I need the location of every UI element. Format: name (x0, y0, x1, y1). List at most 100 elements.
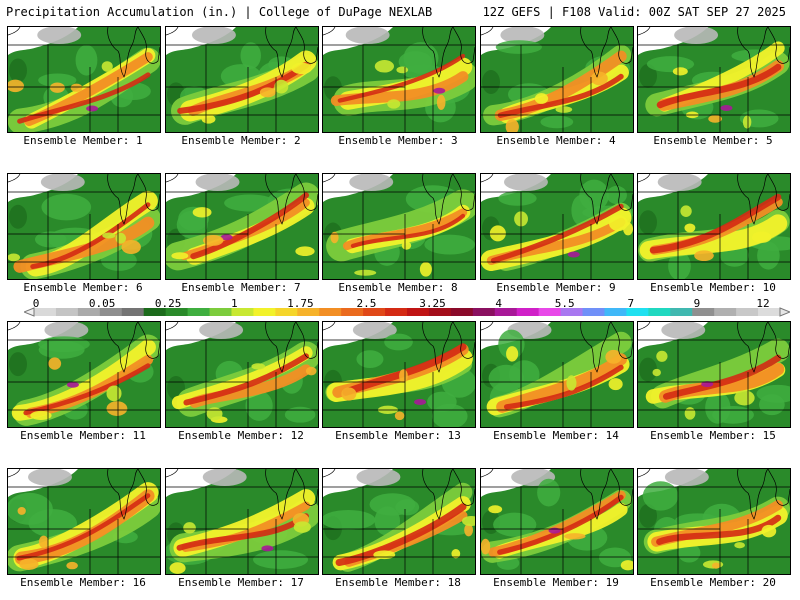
colorbar-min-arrow (24, 307, 35, 317)
coast-outline (638, 174, 651, 183)
state-borders (8, 339, 160, 427)
precip-core (261, 545, 274, 552)
state-borders (481, 339, 633, 427)
precip-band (177, 62, 310, 114)
coast-outline (166, 174, 179, 183)
ensemble-member-label: Ensemble Member: 19 (493, 576, 619, 589)
lake-michigan-outline (422, 27, 454, 78)
colorbar-swatch (648, 308, 671, 316)
colorbar-tick-label: 0.05 (88, 297, 116, 310)
colorbar-tick-label: 7 (627, 297, 635, 310)
colorbar-swatch (34, 308, 57, 316)
colorbar-swatch (538, 308, 562, 316)
precip-band (497, 494, 624, 555)
lake-huron-outline (452, 174, 475, 211)
coast-outline (8, 27, 21, 36)
lake-huron-outline (452, 469, 475, 506)
lake-huron-outline (610, 174, 633, 211)
colorbar-swatch (165, 308, 189, 316)
colorbar-swatch (297, 308, 320, 316)
coast-outline (638, 27, 651, 36)
page-title: Precipitation Accumulation (in.) | Colle… (6, 5, 433, 19)
precip-core (701, 381, 714, 388)
ensemble-map-panel (637, 468, 791, 575)
colorbar-tick-label: 2.5 (356, 297, 377, 310)
lake-huron-outline (137, 322, 160, 359)
colorbar-swatch (758, 308, 781, 316)
coast-outline (481, 27, 494, 36)
state-borders (638, 486, 790, 574)
ensemble-map-panel (480, 468, 634, 575)
ensemble-member-label: Ensemble Member: 12 (178, 429, 304, 442)
coast-outline (323, 174, 336, 183)
lake-michigan-outline (107, 174, 139, 225)
lake-huron-outline (767, 27, 790, 64)
precip-band (30, 202, 151, 269)
lake-huron-outline (610, 322, 633, 359)
colorbar-swatch (275, 308, 298, 316)
precip-band (656, 63, 782, 109)
precip-band (342, 208, 468, 251)
colorbar-swatch (736, 308, 759, 316)
precip-core (567, 251, 580, 258)
lake-michigan-outline (737, 322, 769, 373)
lake-huron-outline (767, 174, 790, 211)
colorbar-tick-label: 4 (495, 297, 502, 310)
ensemble-member-label: Ensemble Member: 13 (335, 429, 461, 442)
colorbar-swatch (472, 308, 496, 316)
colorbar-tick-label: 9 (693, 297, 701, 310)
colorbar-tick-label: 3.25 (419, 297, 446, 310)
lake-michigan-outline (422, 322, 454, 373)
ensemble-member-label: Ensemble Member: 4 (496, 134, 616, 147)
lake-michigan-outline (422, 469, 454, 520)
colorbar (24, 307, 790, 317)
state-borders (166, 486, 318, 574)
state-borders (638, 191, 790, 279)
ensemble-member-label: Ensemble Member: 7 (181, 281, 301, 294)
lake-huron-outline (295, 322, 318, 359)
lake-huron-outline (137, 27, 160, 64)
coast-outline (481, 469, 494, 478)
lake-michigan-outline (265, 174, 297, 225)
ensemble-map-panel (7, 321, 161, 428)
colorbar-swatch (494, 308, 518, 316)
lake-huron-outline (452, 322, 475, 359)
colorbar-swatch (385, 308, 408, 316)
colorbar-tick-label: 5.5 (554, 297, 575, 310)
colorbar-swatch (99, 308, 123, 316)
precip-core (220, 234, 233, 241)
colorbar-tick-label: 1.75 (287, 297, 314, 310)
lake-michigan-outline (580, 174, 612, 225)
lake-michigan-outline (580, 27, 612, 78)
coast-outline (481, 322, 494, 331)
coast-outline (638, 322, 651, 331)
coast-outline (166, 27, 179, 36)
coast-outline (323, 469, 336, 478)
colorbar-swatch (692, 308, 715, 316)
colorbar-swatch (714, 308, 737, 316)
ensemble-map-panel (480, 26, 634, 133)
state-borders (481, 44, 633, 132)
precip-band (497, 73, 624, 118)
ensemble-member-label: Ensemble Member: 11 (20, 429, 146, 442)
state-borders (481, 191, 633, 279)
lake-huron-outline (610, 27, 633, 64)
lake-michigan-outline (580, 322, 612, 373)
precip-core (66, 381, 79, 388)
colorbar-swatch (428, 308, 452, 316)
ensemble-member-label: Ensemble Member: 15 (650, 429, 776, 442)
colorbar-swatch (363, 308, 386, 316)
colorbar-swatch (231, 308, 254, 316)
colorbar-swatch (341, 308, 364, 316)
lake-michigan-outline (737, 27, 769, 78)
precip-core (548, 527, 561, 534)
ensemble-map-panel (637, 173, 791, 280)
ensemble-member-label: Ensemble Member: 1 (23, 134, 143, 147)
colorbar-swatch (604, 308, 627, 316)
ensemble-member-label: Ensemble Member: 16 (20, 576, 146, 589)
lake-michigan-outline (737, 469, 769, 520)
coast-outline (323, 322, 336, 331)
lake-michigan-outline (580, 469, 612, 520)
ensemble-map-panel (165, 26, 319, 133)
ensemble-map-panel (7, 173, 161, 280)
